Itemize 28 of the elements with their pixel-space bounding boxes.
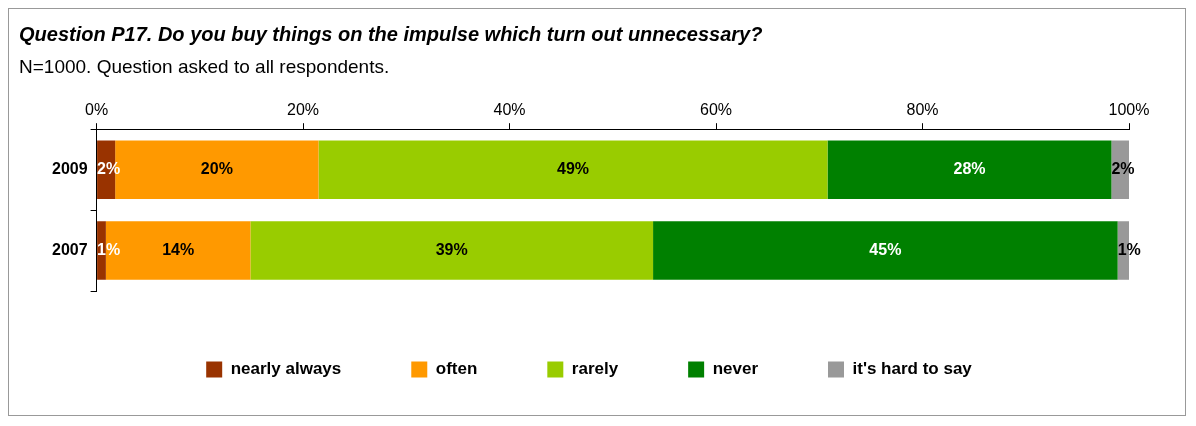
legend-label: nearly always xyxy=(230,359,342,379)
legend-label: rarely xyxy=(571,359,619,379)
data-label: 20% xyxy=(200,160,233,178)
x-tick-label: 60% xyxy=(700,101,733,119)
data-label: 39% xyxy=(435,240,468,258)
data-label: 45% xyxy=(869,240,902,258)
x-tick-label: 0% xyxy=(85,101,109,119)
legend-label: it's hard to say xyxy=(852,359,973,379)
bar xyxy=(653,221,1118,280)
x-tick-label: 20% xyxy=(287,101,320,119)
chart-title: Question P17. Do you buy things on the impulse which turn out unnecessary? xyxy=(19,23,764,46)
bar xyxy=(318,140,828,199)
bar xyxy=(827,140,1112,199)
data-label: 2% xyxy=(97,160,121,178)
x-tick-label: 100% xyxy=(1108,101,1150,119)
data-label: 1% xyxy=(1117,240,1141,258)
data-label: 49% xyxy=(557,160,590,178)
x-tick-label: 80% xyxy=(906,101,939,119)
y-tick-label: 2007 xyxy=(52,240,88,258)
bar xyxy=(250,221,654,280)
data-label: 14% xyxy=(162,240,195,258)
y-tick-label: 2009 xyxy=(52,160,88,178)
chart-subtitle: N=1000. Question asked to all respondents. xyxy=(19,56,391,78)
data-label: 1% xyxy=(97,240,121,258)
legend-label: often xyxy=(435,359,478,379)
legend-label: never xyxy=(712,359,759,379)
x-tick-label: 40% xyxy=(493,101,526,119)
data-label: 28% xyxy=(953,160,986,178)
